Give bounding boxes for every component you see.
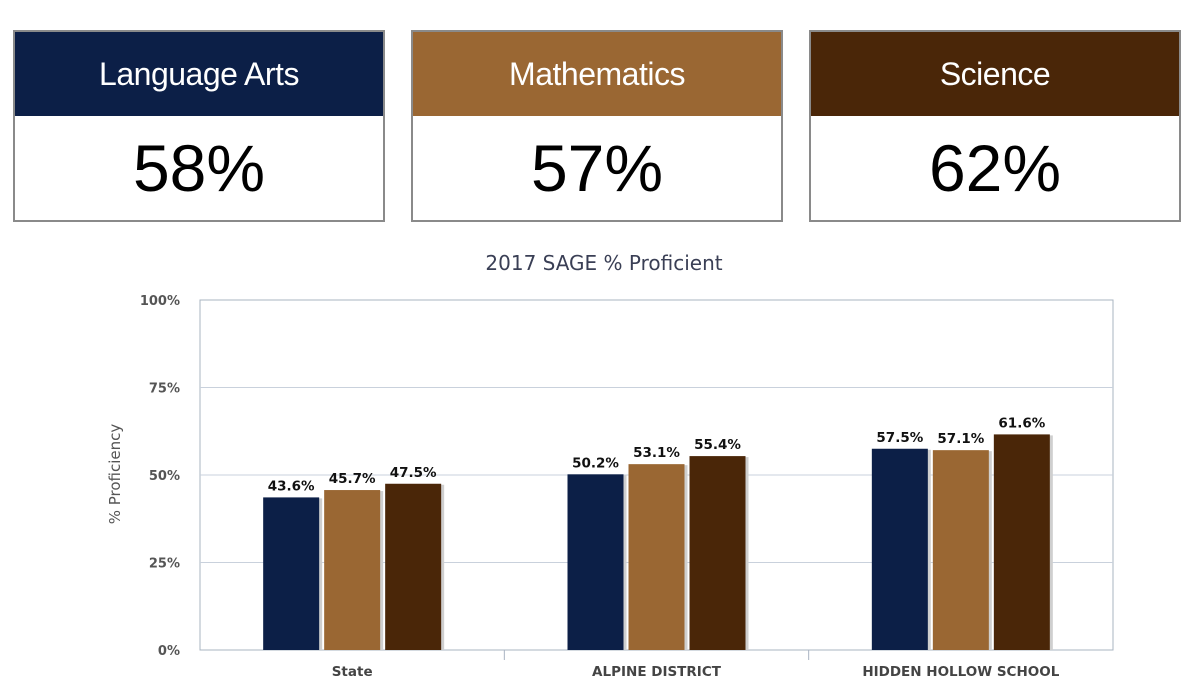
bar — [263, 497, 320, 650]
bar — [932, 450, 989, 650]
bar-data-label: 47.5% — [390, 465, 437, 481]
bar — [871, 448, 928, 650]
bar-data-label: 61.6% — [998, 415, 1045, 431]
bar — [385, 483, 442, 650]
bar-data-label: 43.6% — [268, 478, 315, 494]
bar-data-label: 57.1% — [937, 431, 984, 447]
y-tick-label: 25% — [149, 557, 180, 572]
language-arts-card: Language Arts 58% — [13, 30, 385, 222]
bar-data-label: 57.5% — [876, 430, 923, 446]
bar — [628, 464, 685, 650]
x-category-label: ALPINE DISTRICT — [592, 664, 722, 680]
science-card-value: 62% — [928, 131, 1062, 205]
y-axis-label: % Proficiency — [106, 424, 124, 525]
bar-data-label: 53.1% — [633, 445, 680, 461]
bar — [567, 474, 624, 650]
y-tick-label: 75% — [149, 382, 180, 397]
mathematics-card: Mathematics 57% — [411, 30, 783, 222]
science-card: Science 62% — [809, 30, 1181, 222]
y-tick-label: 100% — [140, 294, 180, 309]
bar-data-label: 55.4% — [694, 437, 741, 453]
bar — [324, 490, 381, 650]
bar-data-label: 45.7% — [329, 471, 376, 487]
science-card-header: Science — [811, 32, 1179, 116]
mathematics-card-value: 57% — [530, 131, 664, 205]
proficiency-chart-svg: 2017 SAGE % Proficient % Proficiency 43.… — [106, 251, 1114, 680]
chart-title: 2017 SAGE % Proficient — [485, 251, 722, 275]
y-tick-label: 0% — [158, 644, 180, 659]
language-arts-card-header: Language Arts — [15, 32, 383, 116]
bar — [689, 456, 746, 650]
proficiency-chart: 2017 SAGE % Proficient % Proficiency 43.… — [0, 240, 1200, 700]
bar — [993, 434, 1050, 650]
x-category-label: State — [332, 664, 373, 680]
bar-data-label: 50.2% — [572, 455, 619, 471]
x-category-label: HIDDEN HOLLOW SCHOOL — [862, 664, 1059, 680]
mathematics-card-header: Mathematics — [413, 32, 781, 116]
language-arts-card-value: 58% — [132, 131, 266, 205]
y-tick-label: 50% — [149, 469, 180, 484]
